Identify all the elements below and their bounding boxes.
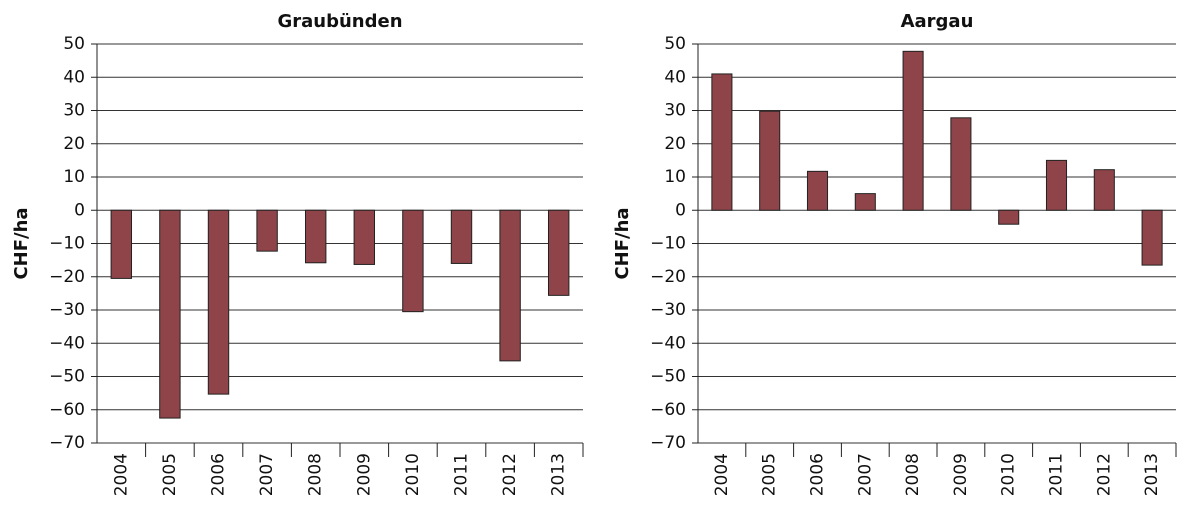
bar — [304, 209, 327, 264]
y-tick-label: −50 — [49, 367, 85, 387]
y-tick-label: 40 — [63, 67, 85, 87]
bar — [998, 209, 1020, 225]
y-tick-label: −50 — [650, 367, 686, 387]
y-tick-label: 10 — [664, 167, 686, 187]
y-tick-label: −30 — [49, 300, 85, 320]
x-tick-label: 2007 — [257, 453, 277, 496]
bar — [353, 209, 376, 265]
x-tick-label: 2012 — [500, 453, 520, 496]
y-tick-label: 10 — [63, 167, 85, 187]
chart-title: Aargau — [901, 11, 974, 32]
y-axis-label: CHF/ha — [11, 207, 32, 279]
bar — [110, 209, 133, 279]
bar — [902, 50, 924, 211]
y-tick-label: −10 — [49, 234, 85, 254]
y-tick-label: 20 — [664, 134, 686, 154]
y-tick-label: 30 — [664, 101, 686, 121]
y-axis-label: CHF/ha — [612, 207, 633, 279]
y-tick-label: −70 — [650, 433, 686, 453]
y-tick-label: −10 — [650, 234, 686, 254]
x-tick-label: 2009 — [951, 453, 971, 496]
x-tick-label: 2010 — [999, 453, 1019, 496]
bar — [159, 209, 181, 419]
x-tick-label: 2007 — [855, 453, 875, 496]
chart-title: Graubünden — [277, 11, 402, 32]
bar — [806, 170, 829, 211]
x-tick-label: 2009 — [354, 453, 374, 496]
y-tick-label: −30 — [650, 300, 686, 320]
y-tick-label: 20 — [63, 134, 85, 154]
x-tick-label: 2006 — [209, 453, 229, 496]
y-tick-label: −40 — [650, 333, 686, 353]
bar — [207, 209, 230, 395]
x-tick-label: 2004 — [712, 453, 732, 496]
bar — [547, 209, 570, 296]
x-tick-label: 2006 — [808, 453, 828, 496]
x-tick-label: 2005 — [760, 453, 780, 496]
bar — [402, 209, 424, 313]
bar — [499, 209, 521, 362]
x-tick-label: 2013 — [549, 453, 569, 496]
x-tick-label: 2005 — [160, 453, 180, 496]
bar — [854, 193, 876, 211]
x-tick-label: 2012 — [1094, 453, 1114, 496]
x-tick-label: 2011 — [1047, 453, 1067, 496]
y-tick-label: 50 — [664, 34, 686, 54]
bar — [256, 209, 278, 252]
bar — [450, 209, 473, 264]
y-tick-label: −60 — [49, 400, 85, 420]
y-tick-label: 0 — [74, 200, 85, 220]
y-tick-label: 50 — [63, 34, 85, 54]
y-tick-label: −40 — [49, 333, 85, 353]
bar — [759, 110, 781, 211]
x-tick-label: 2008 — [306, 453, 326, 496]
x-tick-label: 2011 — [452, 453, 472, 496]
y-tick-label: −60 — [650, 400, 686, 420]
bar — [1093, 169, 1115, 211]
y-tick-label: −70 — [49, 433, 85, 453]
bar — [1141, 209, 1163, 266]
bar — [711, 73, 733, 211]
x-tick-label: 2010 — [403, 453, 423, 496]
x-tick-label: 2004 — [111, 453, 131, 496]
bar — [1045, 159, 1068, 211]
y-tick-label: 40 — [664, 67, 686, 87]
y-tick-label: 0 — [675, 200, 686, 220]
x-tick-label: 2008 — [903, 453, 923, 496]
y-tick-label: 30 — [63, 101, 85, 121]
y-tick-label: −20 — [49, 267, 85, 287]
y-tick-label: −20 — [650, 267, 686, 287]
x-tick-label: 2013 — [1142, 453, 1162, 496]
bar — [950, 117, 972, 211]
